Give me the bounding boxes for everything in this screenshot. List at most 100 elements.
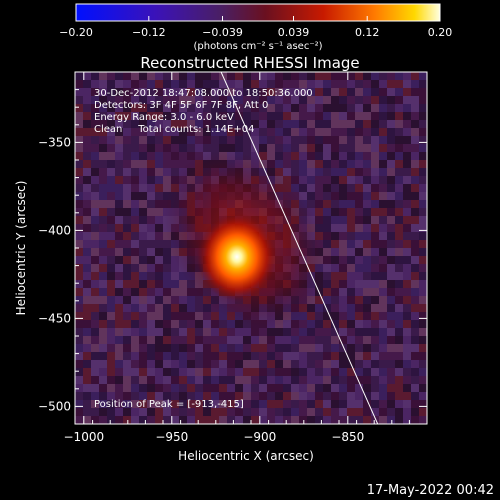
noise-pixel [203,416,211,424]
noise-pixel [187,144,195,152]
noise-pixel [227,408,235,416]
noise-pixel [371,232,379,240]
noise-pixel [339,288,347,296]
noise-pixel [339,408,347,416]
noise-pixel [395,224,403,232]
noise-pixel [291,376,299,384]
noise-pixel [211,144,219,152]
noise-pixel [395,288,403,296]
noise-pixel [355,416,363,424]
noise-pixel [155,208,163,216]
noise-pixel [339,400,347,408]
noise-pixel [411,160,419,168]
noise-pixel [155,408,163,416]
noise-pixel [387,416,395,424]
noise-pixel [227,104,235,112]
noise-pixel [403,400,411,408]
noise-pixel [131,360,139,368]
noise-pixel [179,296,187,304]
noise-pixel [187,312,195,320]
noise-pixel [91,304,99,312]
noise-pixel [339,160,347,168]
noise-pixel [219,128,227,136]
noise-pixel [379,208,387,216]
noise-pixel [371,296,379,304]
noise-pixel [195,120,203,128]
noise-pixel [283,112,291,120]
noise-pixel [347,96,355,104]
noise-pixel [355,152,363,160]
noise-pixel [299,176,307,184]
noise-pixel [355,392,363,400]
noise-pixel [403,144,411,152]
noise-pixel [195,344,203,352]
noise-pixel [147,256,155,264]
noise-pixel [419,120,427,128]
noise-pixel [395,160,403,168]
noise-pixel [107,400,115,408]
noise-pixel [347,128,355,136]
noise-pixel [75,152,83,160]
noise-pixel [131,144,139,152]
noise-pixel [139,160,147,168]
noise-pixel [211,120,219,128]
noise-pixel [275,400,283,408]
noise-pixel [251,136,259,144]
noise-pixel [379,400,387,408]
noise-pixel [411,208,419,216]
noise-pixel [91,328,99,336]
noise-pixel [339,352,347,360]
noise-pixel [83,112,91,120]
noise-pixel [139,104,147,112]
noise-pixel [107,112,115,120]
noise-pixel [187,128,195,136]
noise-pixel [123,264,131,272]
noise-pixel [251,80,259,88]
noise-pixel [131,216,139,224]
noise-pixel [243,96,251,104]
noise-pixel [355,240,363,248]
noise-pixel [243,336,251,344]
noise-pixel [99,136,107,144]
noise-pixel [203,320,211,328]
noise-pixel [83,392,91,400]
noise-pixel [387,392,395,400]
noise-pixel [187,408,195,416]
noise-pixel [299,168,307,176]
noise-pixel [339,80,347,88]
noise-pixel [331,224,339,232]
noise-pixel [331,416,339,424]
noise-pixel [83,232,91,240]
noise-pixel [347,224,355,232]
noise-pixel [163,368,171,376]
noise-pixel [107,96,115,104]
noise-pixel [355,232,363,240]
noise-pixel [299,80,307,88]
noise-pixel [387,160,395,168]
noise-pixel [395,408,403,416]
noise-pixel [107,80,115,88]
noise-pixel [179,336,187,344]
noise-pixel [299,144,307,152]
noise-pixel [283,104,291,112]
noise-pixel [347,192,355,200]
noise-pixel [107,272,115,280]
noise-pixel [323,304,331,312]
noise-pixel [227,400,235,408]
noise-pixel [195,304,203,312]
noise-pixel [115,264,123,272]
noise-pixel [171,88,179,96]
noise-pixel [403,360,411,368]
noise-pixel [275,144,283,152]
noise-pixel [307,152,315,160]
noise-pixel [203,392,211,400]
noise-pixel [99,392,107,400]
noise-pixel [171,344,179,352]
noise-pixel [171,376,179,384]
noise-pixel [75,304,83,312]
noise-pixel [347,176,355,184]
noise-pixel [211,312,219,320]
noise-pixel [131,400,139,408]
noise-pixel [107,232,115,240]
noise-pixel [395,344,403,352]
